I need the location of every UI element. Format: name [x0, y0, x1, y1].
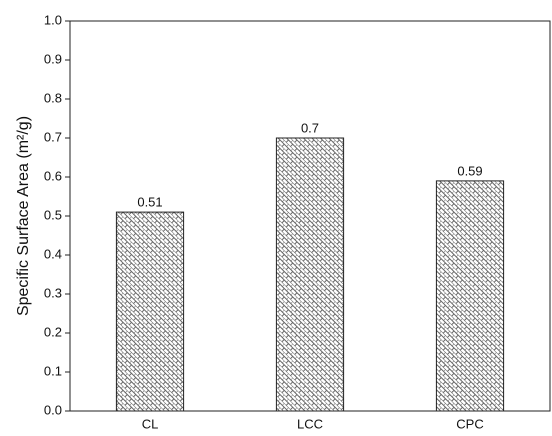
y-axis-title: Specific Surface Area (m²/g): [15, 116, 32, 316]
x-tick-label: LCC: [297, 416, 323, 431]
value-label: 0.59: [457, 163, 482, 178]
y-tick-label: 0.8: [44, 90, 62, 105]
value-label: 0.51: [137, 195, 162, 210]
y-tick-label: 1.0: [44, 12, 62, 27]
y-tick-label: 0.2: [44, 324, 62, 339]
y-tick-label: 0.5: [44, 207, 62, 222]
bar: [115, 211, 185, 412]
y-tick-label: 0.9: [44, 51, 62, 66]
value-label: 0.7: [301, 120, 319, 135]
y-tick-label: 0.7: [44, 129, 62, 144]
x-tick-label: CPC: [456, 416, 483, 431]
y-tick-label: 0.0: [44, 402, 62, 417]
y-tick-label: 0.6: [44, 168, 62, 183]
bar: [435, 180, 505, 412]
y-tick-label: 0.4: [44, 246, 62, 261]
bar: [275, 137, 345, 412]
y-tick-label: 0.1: [44, 363, 62, 378]
y-tick-label: 0.3: [44, 285, 62, 300]
x-tick-label: CL: [142, 416, 159, 431]
